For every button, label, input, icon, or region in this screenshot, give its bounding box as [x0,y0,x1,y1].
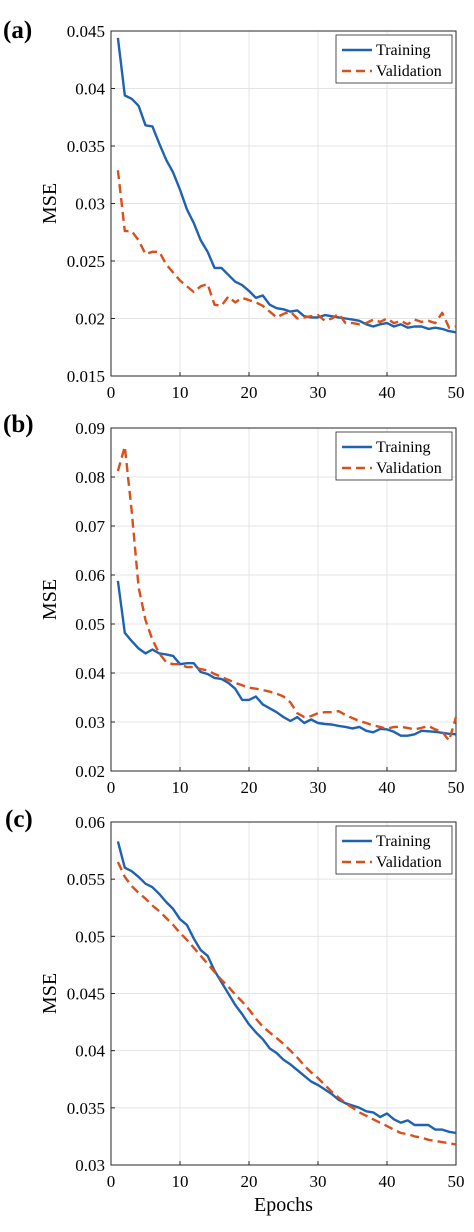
series-line-training [116,37,457,334]
y-tick-label: 0.035 [67,137,105,156]
legend-label: Validation [376,460,442,477]
x-axis-title: Epochs [254,1194,313,1216]
chart-panel-3: 0 10 20 30 40 50 0.03 0.035 0.04 0.045 0.05 0.055 0.… [5,806,465,1216]
legend-box [335,825,453,875]
series-line-training [116,580,457,737]
panel-label: (b) [3,411,34,438]
y-tick-label: 0.02 [75,310,105,329]
x-tick-label: 20 [241,778,258,797]
series-line-training [116,841,457,1135]
y-tick-label: 0.03 [75,195,105,214]
y-tick-label: 0.045 [67,985,105,1004]
x-tick-label: 20 [241,1172,258,1191]
x-tick-label: 50 [448,383,465,402]
x-tick-label: 30 [310,383,327,402]
y-tick-label: 0.06 [75,813,105,832]
y-tick-label: 0.025 [67,252,105,271]
x-tick-label: 10 [172,383,189,402]
x-tick-label: 0 [107,383,116,402]
x-tick-label: 10 [172,1172,189,1191]
legend-box [335,34,453,84]
x-tick-label: 50 [448,1172,465,1191]
legend-label: Validation [376,63,442,80]
legend-label: Validation [376,854,442,871]
axes-frame [110,30,457,377]
legend-box [335,431,453,481]
x-tick-label: 30 [310,1172,327,1191]
x-tick-label: 20 [241,383,258,402]
chart-panel-1: 0 10 20 30 40 50 0.015 0.02 0.025 0.03 0.035 0.04 0.… [3,17,465,402]
x-tick-label: 0 [107,778,116,797]
axes-frame [110,427,457,772]
y-tick-label: 0.08 [75,468,105,487]
y-tick-label: 0.03 [75,1156,105,1175]
series-line-validation [116,861,457,1146]
y-tick-label: 0.04 [75,664,105,683]
y-tick-label: 0.04 [75,1042,105,1061]
panel-label: (c) [5,806,33,833]
x-tick-label: 40 [379,778,396,797]
x-tick-label: 50 [448,778,465,797]
x-tick-label: 10 [172,778,189,797]
legend-label: Training [376,42,431,59]
plot-area [111,428,456,771]
y-tick-label: 0.03 [75,713,105,732]
panel-label: (a) [3,17,32,44]
legend-label: Training [376,833,431,850]
y-tick-label: 0.05 [75,927,105,946]
y-tick-label: 0.035 [67,1099,105,1118]
y-tick-label: 0.05 [75,615,105,634]
axes-frame [110,821,457,1166]
x-tick-label: 30 [310,778,327,797]
chart-panel-2: 0 10 20 30 40 50 0.02 0.03 0.04 0.05 0.06 0.07 0.08 0… [3,411,465,797]
y-axis-title: MSE [39,183,61,224]
y-tick-label: 0.045 [67,22,105,41]
x-tick-label: 40 [379,383,396,402]
x-tick-label: 40 [379,1172,396,1191]
legend-label: Training [376,439,431,456]
y-tick-label: 0.02 [75,762,105,781]
x-tick-label: 0 [107,1172,116,1191]
y-tick-label: 0.09 [75,419,105,438]
y-tick-label: 0.055 [67,870,105,889]
y-tick-label: 0.07 [75,517,105,536]
y-tick-label: 0.06 [75,566,105,585]
y-axis-title: MSE [39,973,61,1014]
series-line-validation [116,170,457,329]
series-line-validation [116,445,458,742]
y-tick-label: 0.015 [67,367,105,386]
y-tick-label: 0.04 [75,80,105,99]
y-axis-title: MSE [39,579,61,620]
